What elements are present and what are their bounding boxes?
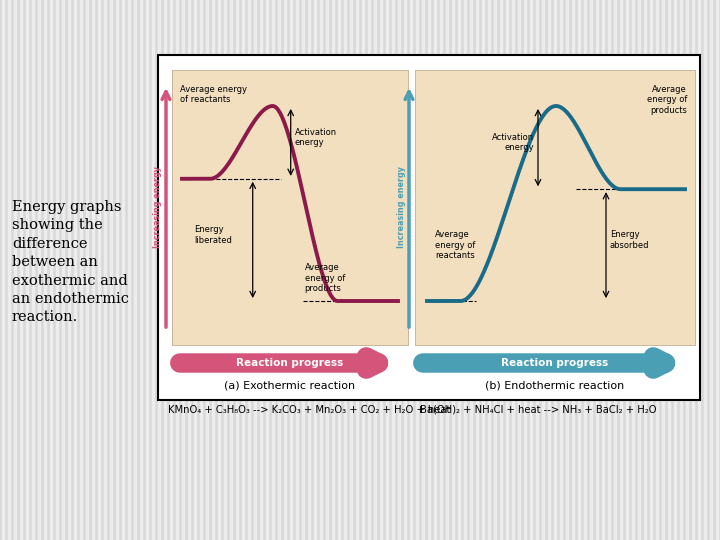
Text: Increasing energy: Increasing energy bbox=[153, 166, 163, 248]
Text: Activation
energy: Activation energy bbox=[294, 127, 337, 147]
Text: Reaction progress: Reaction progress bbox=[236, 358, 343, 368]
Text: (b) Endothermic reaction: (b) Endothermic reaction bbox=[485, 381, 625, 391]
Text: Average
energy of
products: Average energy of products bbox=[305, 263, 345, 293]
Text: Activation
energy: Activation energy bbox=[492, 133, 534, 152]
Text: Energy
absorbed: Energy absorbed bbox=[610, 231, 649, 250]
FancyBboxPatch shape bbox=[415, 70, 695, 345]
Text: Average energy
of reactants: Average energy of reactants bbox=[180, 85, 247, 104]
Text: Average
energy of
reactants: Average energy of reactants bbox=[435, 230, 475, 260]
Text: Reaction progress: Reaction progress bbox=[501, 358, 608, 368]
Text: Energy graphs
showing the
difference
between an
exothermic and
an endothermic
re: Energy graphs showing the difference bet… bbox=[12, 200, 129, 325]
FancyBboxPatch shape bbox=[158, 55, 700, 400]
Text: KMnO₄ + C₃H₈O₃ --> K₂CO₃ + Mn₂O₃ + CO₂ + H₂O + heat: KMnO₄ + C₃H₈O₃ --> K₂CO₃ + Mn₂O₃ + CO₂ +… bbox=[168, 405, 451, 415]
Text: Average
energy of
products: Average energy of products bbox=[647, 85, 687, 115]
Text: Increasing energy: Increasing energy bbox=[397, 166, 405, 248]
Text: (a) Exothermic reaction: (a) Exothermic reaction bbox=[225, 381, 356, 391]
Text: Ba(OH)₂ + NH₄Cl + heat --> NH₃ + BaCl₂ + H₂O: Ba(OH)₂ + NH₄Cl + heat --> NH₃ + BaCl₂ +… bbox=[420, 405, 657, 415]
Text: Energy
liberated: Energy liberated bbox=[194, 225, 232, 245]
FancyBboxPatch shape bbox=[172, 70, 408, 345]
